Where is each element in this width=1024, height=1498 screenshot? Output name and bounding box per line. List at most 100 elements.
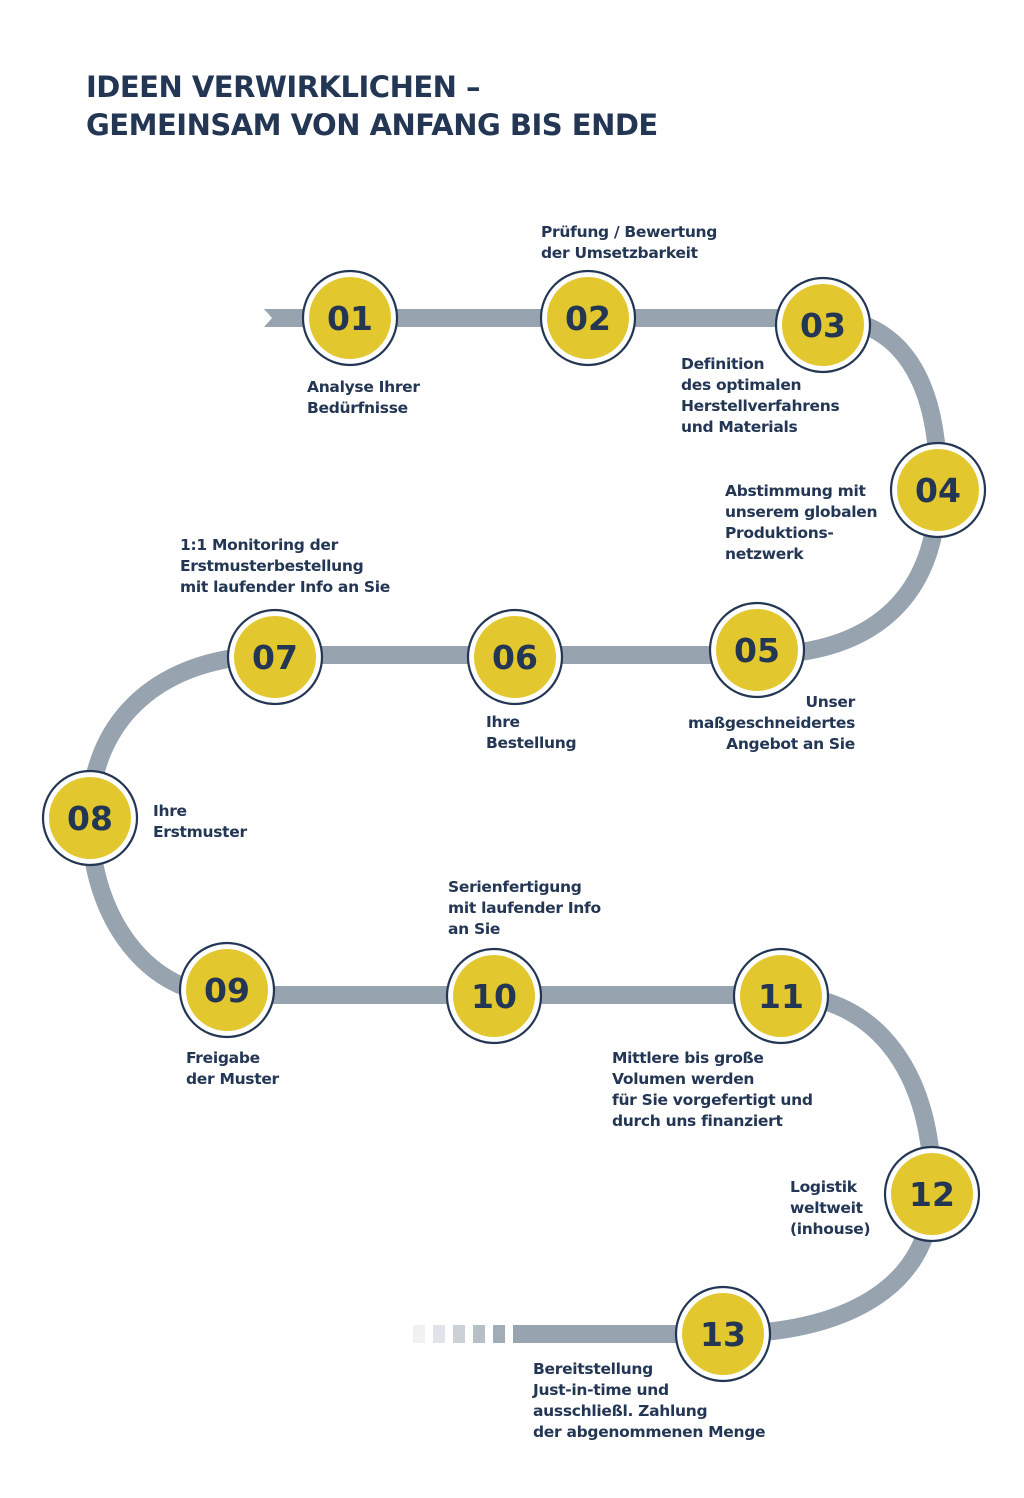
- title-line-1: IDEEN VERWIRKLICHEN –: [86, 70, 481, 104]
- step-label-line: netzwerk: [725, 545, 804, 563]
- step-label-line: der Umsetzbarkeit: [541, 244, 698, 262]
- step-node-fill: [186, 949, 268, 1031]
- step-label-09: Freigabe der Muster: [186, 1048, 279, 1090]
- step-label-line: unserem globalen: [725, 503, 878, 521]
- track-start-arrow-tail: [264, 309, 292, 327]
- step-label-13: Bereitstellung Just-in-time und ausschließ…: [533, 1359, 766, 1443]
- title-line-2: GEMEINSAM VON ANFANG BIS ENDE: [86, 108, 658, 142]
- step-node-fill: [474, 616, 556, 698]
- step-node-04: 04: [889, 441, 987, 539]
- step-label-line: Just-in-time und: [533, 1381, 669, 1399]
- track-fade-dashes: [413, 1325, 505, 1343]
- step-node-08: 08: [41, 769, 139, 867]
- track-dash: [493, 1325, 505, 1343]
- step-label-line: Ihre: [486, 713, 520, 731]
- step-label-03: Definition des optimalen Herstellverfahren…: [681, 354, 840, 438]
- step-label-12: Logistik weltweit (inhouse): [790, 1177, 871, 1240]
- step-label-line: durch uns finanziert: [612, 1112, 783, 1130]
- step-node-fill: [782, 284, 864, 366]
- step-label-line: mit laufender Info: [448, 899, 601, 917]
- track-dash: [473, 1325, 485, 1343]
- step-node-fill: [49, 777, 131, 859]
- step-label-line: 1:1 Monitoring der: [180, 536, 338, 554]
- step-label-line: Logistik: [790, 1178, 857, 1196]
- step-number: 11: [758, 977, 804, 1016]
- step-node-06: 06: [466, 608, 564, 706]
- step-node-10: 10: [445, 947, 543, 1045]
- step-number: 08: [67, 799, 113, 838]
- step-node-09: 09: [178, 941, 276, 1039]
- step-number: 06: [492, 638, 538, 677]
- step-node-fill: [547, 277, 629, 359]
- step-label-10: Serienfertigung mit laufender Info an Sie: [448, 877, 601, 940]
- step-label-line: Herstellverfahrens: [681, 397, 840, 415]
- step-label-line: und Materials: [681, 418, 798, 436]
- step-node-11: 11: [732, 947, 830, 1045]
- step-number: 07: [252, 638, 298, 677]
- step-label-02: Prüfung / Bewertung der Umsetzbarkeit: [541, 222, 717, 264]
- step-node-fill: [453, 955, 535, 1037]
- step-label-line: Bedürfnisse: [307, 399, 408, 417]
- step-label-line: Angebot an Sie: [726, 735, 855, 753]
- step-label-line: für Sie vorgefertigt und: [612, 1091, 813, 1109]
- step-label-line: (inhouse): [790, 1220, 871, 1238]
- step-number: 04: [915, 471, 961, 510]
- step-number: 10: [471, 977, 517, 1016]
- step-number: 09: [204, 971, 250, 1010]
- track-dash: [433, 1325, 445, 1343]
- step-label-05: Unser maßgeschneidertes Angebot an Sie: [688, 692, 855, 755]
- step-number: 05: [734, 631, 780, 670]
- step-label-line: ausschließl. Zahlung: [533, 1402, 708, 1420]
- step-label-line: Mittlere bis große: [612, 1049, 764, 1067]
- step-label-line: Prüfung / Bewertung: [541, 223, 718, 241]
- step-label-11: Mittlere bis große Volumen werden für Sie …: [612, 1048, 813, 1132]
- step-label-line: Erstmuster: [153, 823, 247, 841]
- step-label-line: weltweit: [790, 1199, 863, 1217]
- step-number: 02: [565, 299, 611, 338]
- step-node-fill: [716, 609, 798, 691]
- step-label-line: Ihre: [153, 802, 187, 820]
- step-label-line: Produktions-: [725, 524, 834, 542]
- step-label-04: Abstimmung mit unserem globalen Produktion…: [725, 481, 877, 565]
- step-label-line: maßgeschneidertes: [688, 714, 855, 732]
- step-node-02: 02: [539, 269, 637, 367]
- step-label-line: Serienfertigung: [448, 878, 582, 896]
- step-label-line: Bestellung: [486, 734, 577, 752]
- step-node-03: 03: [774, 276, 872, 374]
- step-label-line: mit laufender Info an Sie: [180, 578, 390, 596]
- step-node-fill: [740, 955, 822, 1037]
- step-node-12: 12: [883, 1145, 981, 1243]
- step-number: 12: [909, 1175, 955, 1214]
- step-number: 01: [327, 299, 373, 338]
- step-label-line: Abstimmung mit: [725, 482, 866, 500]
- step-label-line: Volumen werden: [612, 1070, 755, 1088]
- step-label-line: des optimalen: [681, 376, 802, 394]
- step-label-01: Analyse Ihrer Bedürfnisse: [307, 377, 420, 419]
- step-label-06: Ihre Bestellung: [486, 712, 577, 754]
- page-title: IDEEN VERWIRKLICHEN – GEMEINSAM VON ANFA…: [86, 68, 658, 144]
- step-label-line: der abgenommenen Menge: [533, 1423, 766, 1441]
- step-label-line: Analyse Ihrer: [307, 378, 420, 396]
- track-dash: [453, 1325, 465, 1343]
- step-label-line: Unser: [805, 693, 855, 711]
- step-node-07: 07: [226, 608, 324, 706]
- step-node-01: 01: [301, 269, 399, 367]
- step-label-line: Definition: [681, 355, 765, 373]
- track-dash: [413, 1325, 425, 1343]
- step-label-line: an Sie: [448, 920, 501, 938]
- step-node-fill: [891, 1153, 973, 1235]
- step-label-07: 1:1 Monitoring der Erstmusterbestellung mi…: [180, 535, 390, 598]
- step-number: 13: [700, 1315, 746, 1354]
- step-label-line: der Muster: [186, 1070, 279, 1088]
- step-node-fill: [897, 449, 979, 531]
- step-node-fill: [309, 277, 391, 359]
- step-label-line: Bereitstellung: [533, 1360, 653, 1378]
- step-label-line: Erstmusterbestellung: [180, 557, 364, 575]
- step-node-fill: [234, 616, 316, 698]
- step-node-05: 05: [708, 601, 806, 699]
- step-label-08: Ihre Erstmuster: [153, 801, 247, 843]
- step-node-13: 13: [674, 1285, 772, 1383]
- step-number: 03: [800, 306, 846, 345]
